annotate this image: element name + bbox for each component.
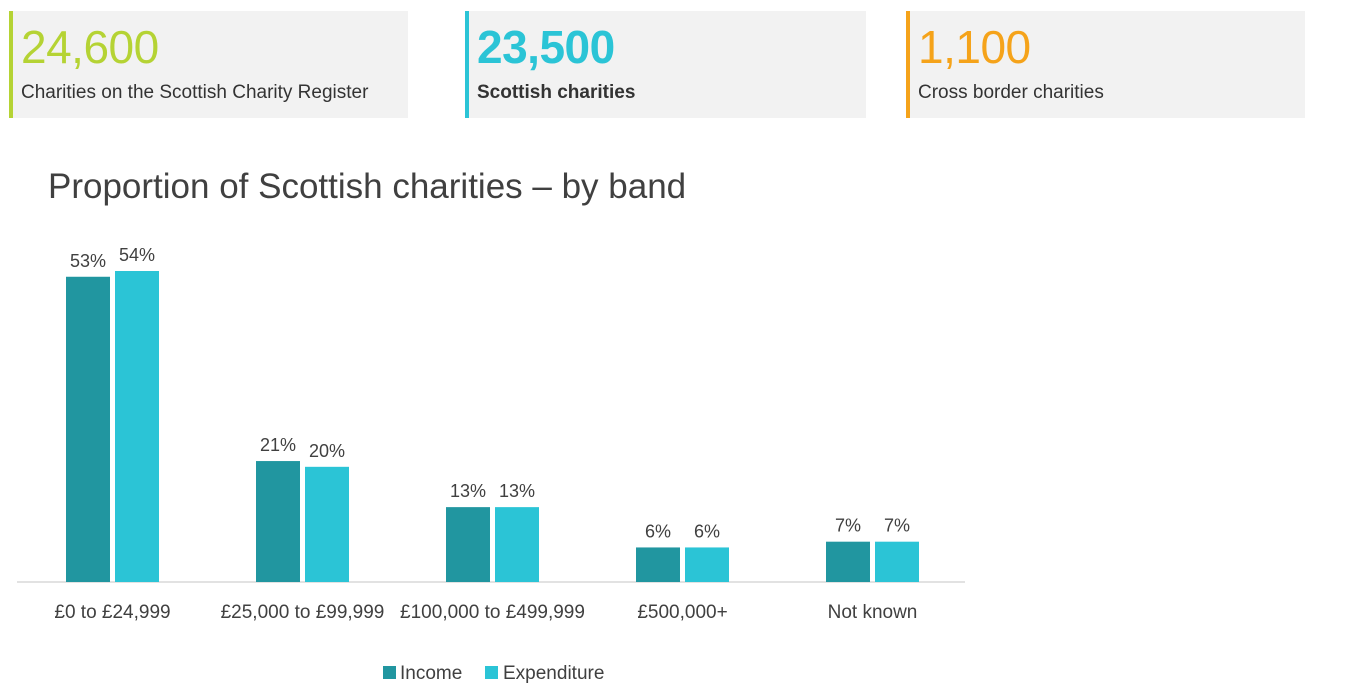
data-label: 7% xyxy=(835,516,861,536)
bar-income xyxy=(826,541,870,582)
stat-accent-bar xyxy=(906,11,910,118)
data-label: 6% xyxy=(694,521,720,541)
stat-card-register: 24,600 Charities on the Scottish Charity… xyxy=(9,11,408,118)
legend-label-expenditure: Expenditure xyxy=(503,663,604,684)
bar-expenditure xyxy=(305,466,349,582)
data-label: 13% xyxy=(499,481,535,501)
data-label: 20% xyxy=(309,441,345,461)
data-label: 7% xyxy=(884,516,910,536)
data-label: 54% xyxy=(119,245,155,265)
stat-label: Cross border charities xyxy=(918,82,1104,103)
stat-accent-bar xyxy=(9,11,13,118)
stat-value: 24,600 xyxy=(21,21,159,73)
bar-income xyxy=(636,547,680,582)
bar-expenditure xyxy=(115,271,159,582)
legend-label-income: Income xyxy=(400,663,462,684)
data-label: 13% xyxy=(450,481,486,501)
stat-label: Scottish charities xyxy=(477,82,636,103)
bar-expenditure xyxy=(685,547,729,582)
x-tick-label: £100,000 to £499,999 xyxy=(400,602,585,623)
chart-title: Proportion of Scottish charities – by ba… xyxy=(48,167,687,206)
legend-swatch-income xyxy=(383,666,396,679)
stat-accent-bar xyxy=(465,11,469,118)
stat-value: 23,500 xyxy=(477,21,615,73)
stat-card-scottish: 23,500 Scottish charities xyxy=(465,11,866,118)
x-tick-label: £500,000+ xyxy=(637,602,727,623)
data-label: 21% xyxy=(260,435,296,455)
bar-income xyxy=(446,507,490,582)
x-tick-label: £0 to £24,999 xyxy=(54,602,170,623)
bar-expenditure xyxy=(495,507,539,582)
legend-swatch-expenditure xyxy=(485,666,498,679)
x-tick-label: Not known xyxy=(828,602,918,623)
bar-expenditure xyxy=(875,541,919,582)
stat-value: 1,100 xyxy=(918,21,1031,73)
bar-income xyxy=(66,276,110,582)
x-tick-label: £25,000 to £99,999 xyxy=(221,602,385,623)
bar-income xyxy=(256,461,300,582)
stat-label: Charities on the Scottish Charity Regist… xyxy=(21,82,369,103)
data-label: 6% xyxy=(645,521,671,541)
stat-card-cross-border: 1,100 Cross border charities xyxy=(906,11,1305,118)
data-label: 53% xyxy=(70,251,106,271)
